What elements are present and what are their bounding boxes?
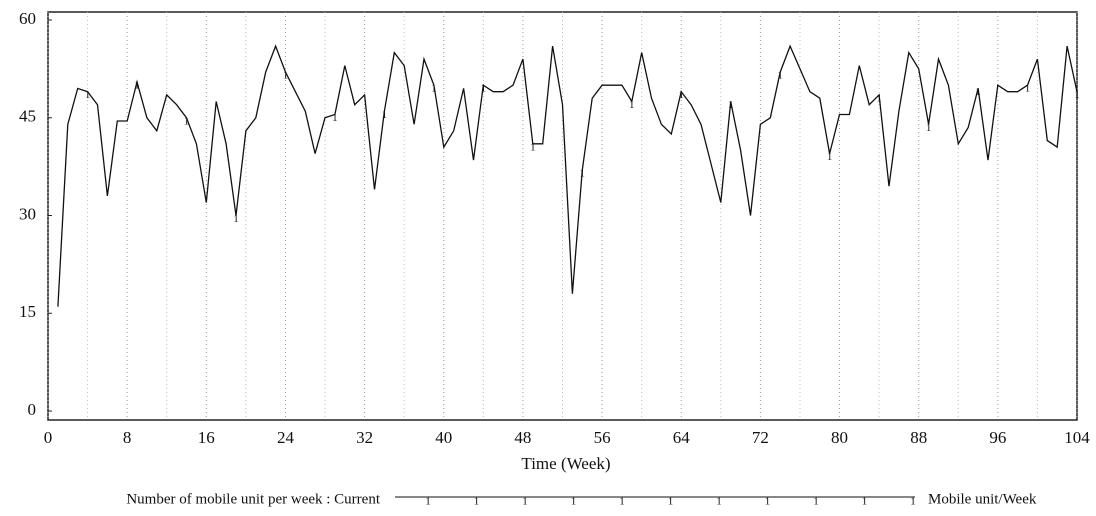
x-tick-label: 56 — [594, 428, 611, 447]
series-marker: 1 — [382, 109, 388, 121]
x-tick-label: 40 — [435, 428, 452, 447]
series-marker: 1 — [283, 70, 289, 82]
series-marker: 1 — [926, 122, 932, 134]
legend-units: Mobile unit/Week — [928, 491, 1037, 507]
legend-marker: 1 — [522, 496, 528, 508]
y-tick-label: 30 — [19, 204, 36, 223]
legend-marker: 1 — [765, 496, 771, 508]
x-tick-label: 80 — [831, 428, 848, 447]
y-tick-label: 0 — [28, 400, 37, 419]
series-marker: 1 — [975, 86, 981, 98]
x-tick-label: 0 — [44, 428, 53, 447]
legend-marker: 1 — [619, 496, 625, 508]
series-marker: 1 — [481, 83, 487, 95]
series-marker: 1 — [134, 79, 140, 91]
legend-marker: 1 — [716, 496, 722, 508]
series-marker: 1 — [827, 151, 833, 163]
x-tick-label: 24 — [277, 428, 295, 447]
data-line — [57, 44, 1078, 307]
series-marker: 1 — [728, 99, 734, 111]
x-tick-label: 8 — [123, 428, 132, 447]
x-tick-label: 64 — [673, 428, 691, 447]
x-tick-label: 48 — [514, 428, 531, 447]
y-tick-label: 45 — [19, 107, 36, 126]
y-tick-label: 15 — [19, 302, 36, 321]
series-marker: 1 — [332, 112, 338, 124]
series-marker: 1 — [678, 89, 684, 101]
series-marker: 1 — [184, 115, 190, 127]
series-marker: 1 — [1025, 83, 1031, 95]
x-tick-label: 16 — [198, 428, 215, 447]
series-marker: 1 — [530, 141, 536, 153]
series-marker: 1 — [85, 89, 91, 101]
x-tick-label: 32 — [356, 428, 373, 447]
series-marker: 1 — [233, 213, 239, 225]
series-marker: 1 — [431, 83, 437, 95]
x-tick-label: 96 — [989, 428, 1006, 447]
x-axis-title: Time (Week) — [521, 454, 610, 473]
x-tick-label: 88 — [910, 428, 927, 447]
series-marker: 1 — [629, 99, 635, 111]
legend-label: Number of mobile unit per week : Current — [126, 491, 381, 507]
series-marker: 1 — [1074, 89, 1080, 101]
x-tick-label: 72 — [752, 428, 769, 447]
legend-marker: 1 — [862, 496, 868, 508]
y-tick-label: 60 — [19, 9, 36, 28]
legend-marker: 1 — [571, 496, 577, 508]
legend-marker: 1 — [474, 496, 480, 508]
legend-marker: 1 — [425, 496, 431, 508]
series-marker: 1 — [777, 70, 783, 82]
series-marker: 1 — [580, 167, 586, 179]
legend-marker: 1 — [910, 496, 916, 508]
legend-marker: 1 — [668, 496, 674, 508]
series-marker: 1 — [876, 92, 882, 104]
legend-marker: 1 — [813, 496, 819, 508]
x-tick-label: 104 — [1064, 428, 1090, 447]
